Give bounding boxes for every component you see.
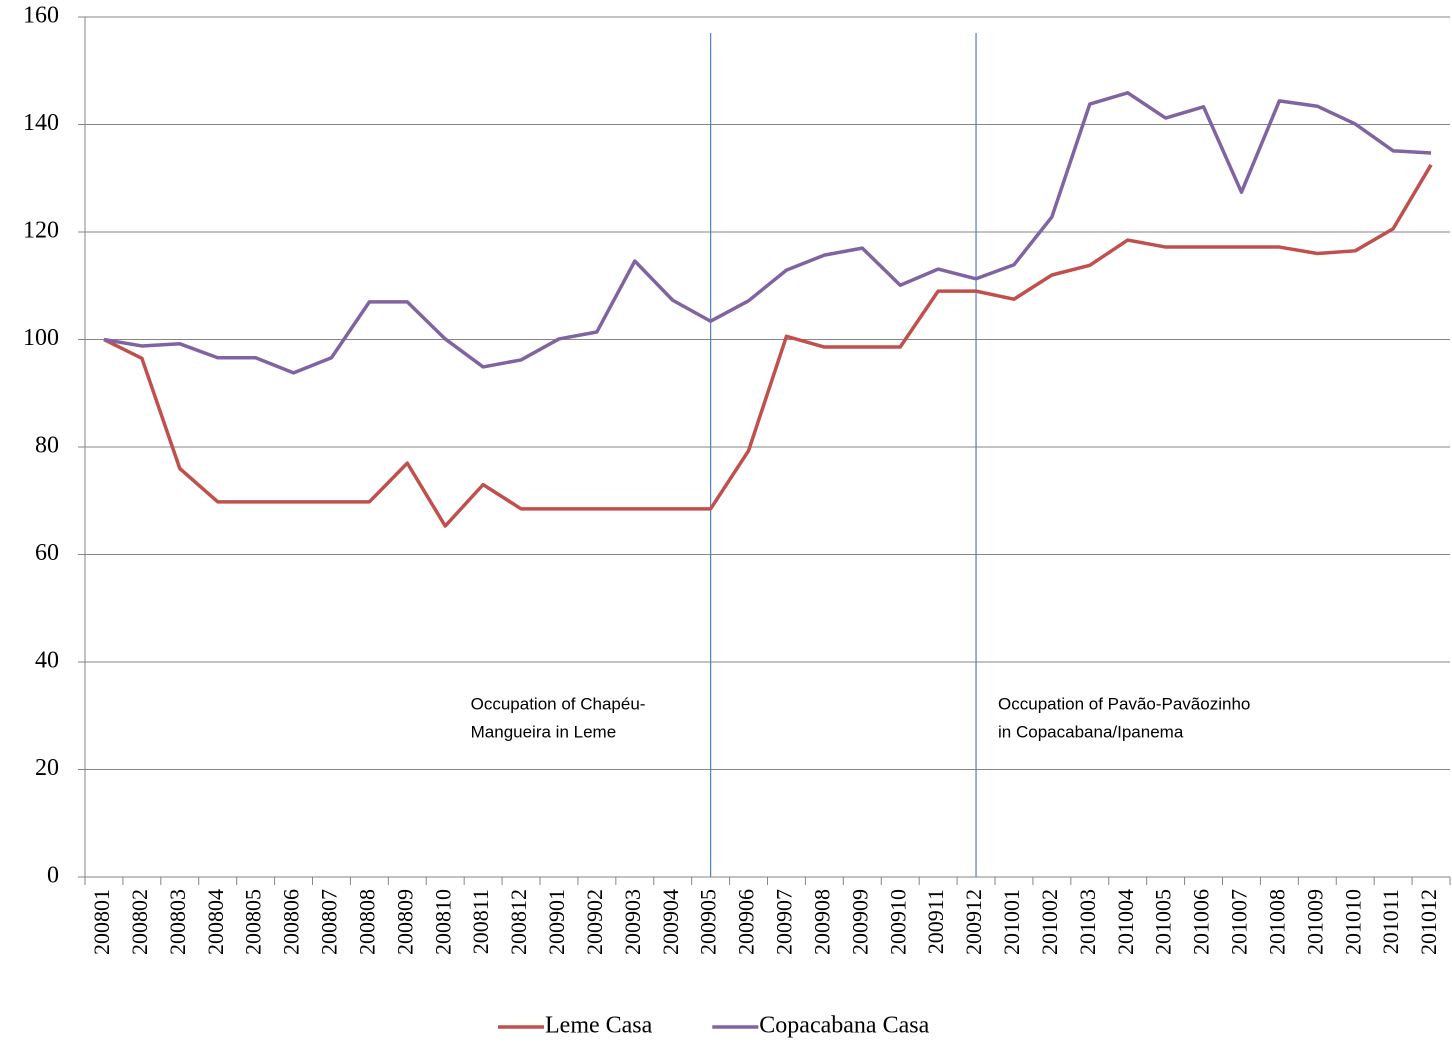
annotation: Occupation of Chapéu-: [471, 694, 646, 713]
x-tick-label: 200804: [203, 889, 228, 955]
x-tick-label: 201003: [1075, 889, 1100, 955]
annotation: Occupation of Pavão-Pavãozinho: [998, 694, 1250, 713]
x-tick-label: 200809: [392, 889, 417, 955]
x-tick-label: 201010: [1340, 889, 1365, 955]
y-tick-label: 20: [35, 755, 59, 781]
x-tick-label: 201007: [1227, 889, 1252, 955]
x-tick-label: 200801: [89, 889, 114, 955]
x-tick-label: 200902: [582, 889, 607, 955]
y-tick-label: 0: [47, 863, 59, 889]
x-tick-label: 201006: [1189, 889, 1214, 955]
x-tick-label: 201002: [1037, 889, 1062, 955]
x-tick-label: 200912: [961, 889, 986, 955]
x-tick-label: 200905: [696, 889, 721, 955]
y-tick-label: 100: [23, 325, 59, 351]
x-tick-label: 200806: [279, 889, 304, 955]
x-tick-label: 201011: [1378, 889, 1403, 954]
x-tick-label: 201001: [999, 889, 1024, 955]
x-tick-label: 200903: [620, 889, 645, 955]
x-tick-label: 201012: [1416, 889, 1441, 955]
y-tick-label: 80: [35, 433, 59, 459]
x-tick-label: 200811: [468, 889, 493, 954]
x-tick-label: 200901: [544, 889, 569, 955]
x-tick-label: 200803: [165, 889, 190, 955]
x-tick-label: 200911: [923, 889, 948, 954]
x-tick-label: 201009: [1302, 889, 1327, 955]
x-tick-label: 200810: [430, 889, 455, 955]
y-tick-label: 120: [23, 218, 59, 244]
y-tick-label: 60: [35, 540, 59, 566]
annotation: Mangueira in Leme: [471, 722, 617, 741]
series-line: [103, 91, 1432, 375]
x-tick-label: 201008: [1264, 889, 1289, 955]
series-line: [103, 163, 1433, 528]
y-tick-label: 160: [23, 3, 59, 29]
x-tick-label: 200904: [658, 889, 683, 955]
legend-label: Leme Casa: [545, 1013, 653, 1039]
x-tick-label: 201005: [1151, 889, 1176, 955]
x-tick-label: 200808: [354, 889, 379, 955]
annotation: in Copacabana/Ipanema: [998, 722, 1184, 741]
x-tick-label: 200907: [772, 889, 797, 955]
x-tick-label: 200908: [809, 889, 834, 955]
x-tick-label: 201004: [1113, 889, 1138, 955]
x-tick-label: 200812: [506, 889, 531, 955]
y-tick-label: 140: [23, 110, 59, 136]
legend-label: Copacabana Casa: [759, 1013, 929, 1039]
x-tick-label: 200910: [885, 889, 910, 955]
x-tick-label: 200805: [241, 889, 266, 955]
x-tick-label: 200906: [734, 889, 759, 955]
x-tick-label: 200909: [847, 889, 872, 955]
x-tick-label: 200807: [317, 889, 342, 955]
y-tick-label: 40: [35, 648, 59, 674]
x-tick-label: 200802: [127, 889, 152, 955]
